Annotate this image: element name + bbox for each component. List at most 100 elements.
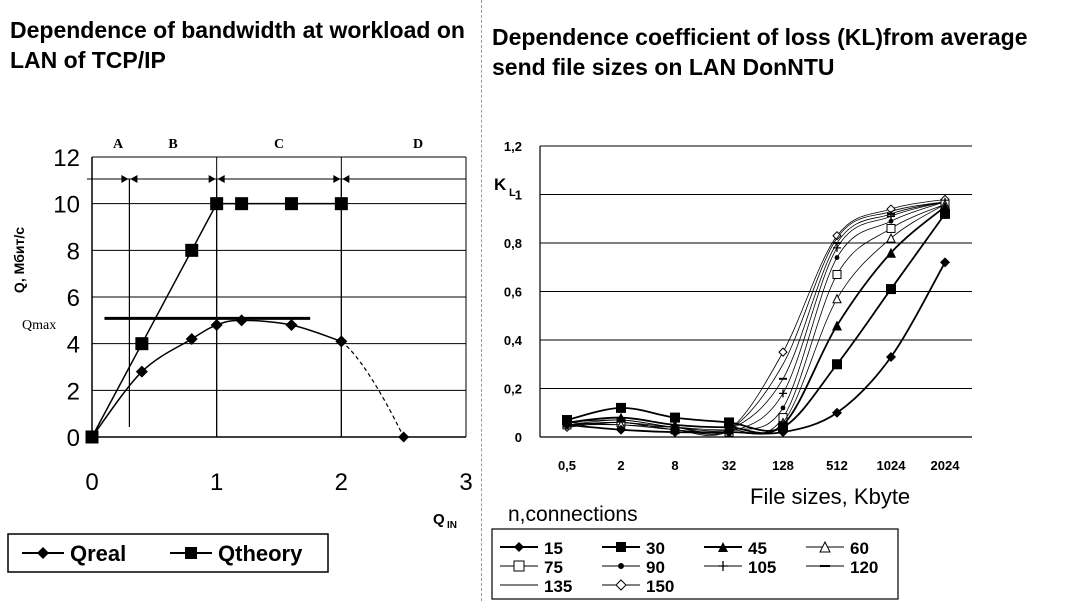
right-y-tick-label: 0,6 (504, 285, 522, 300)
right-data-point-45 (886, 247, 896, 258)
left-zone-arrowhead (130, 175, 138, 183)
right-legend-label: 60 (850, 539, 869, 558)
left-y-tick-label: 4 (67, 332, 80, 359)
left-zone-arrowhead (217, 175, 225, 183)
right-x-tick-label: 512 (826, 458, 848, 473)
left-zone-arrowhead (121, 175, 129, 183)
right-x-tick-label: 8 (671, 458, 678, 473)
right-data-point-150 (778, 347, 788, 357)
left-legend-label: Qreal (70, 541, 126, 566)
right-data-point-45 (832, 320, 842, 331)
panel-divider (481, 0, 482, 601)
left-y-tick-label: 0 (67, 425, 80, 452)
right-legend-box (491, 528, 899, 600)
right-legend-marker (616, 542, 626, 552)
right-legend-label: 90 (646, 558, 665, 577)
right-x-axis-label: File sizes, Kbyte (750, 484, 910, 509)
left-x-tick-label: 1 (210, 469, 223, 496)
left-legend-marker (37, 547, 49, 559)
right-series-line-150 (566, 198, 946, 437)
left-zone-label: C (274, 137, 284, 152)
right-legend-marker (819, 540, 831, 553)
right-data-point-30 (832, 359, 842, 370)
left-zone-label: D (413, 137, 423, 152)
left-zone-arrowhead (208, 175, 216, 183)
right-legend-label: 30 (646, 539, 665, 558)
right-y-tick-label: 0,4 (504, 333, 523, 348)
right-series-line-105 (566, 201, 946, 435)
left-y-tick-label: 6 (67, 285, 80, 312)
right-data-point-30 (724, 417, 734, 428)
right-x-tick-label: 32 (722, 458, 736, 473)
right-series-line-135 (566, 201, 946, 435)
right-legend-title: n,connections (508, 503, 638, 526)
right-y-tick-label: 0,8 (504, 236, 522, 251)
left-data-point-qtheory (334, 197, 348, 211)
right-legend-label: 75 (544, 558, 563, 577)
right-data-point-30 (940, 208, 950, 219)
left-data-point-qtheory (85, 430, 99, 444)
right-data-point-30 (886, 284, 896, 295)
left-data-point-qreal (185, 333, 198, 345)
right-legend-marker (615, 579, 627, 591)
right-data-point-90 (780, 405, 786, 411)
left-zone-arrowhead (333, 175, 341, 183)
left-data-point-qtheory (284, 197, 298, 211)
left-y-tick-label: 2 (67, 378, 80, 405)
right-legend-label: 105 (748, 558, 776, 577)
left-qmax-label: Qmax (22, 318, 56, 333)
right-series-line-120 (566, 201, 946, 434)
left-legend: Qreal Qtheory (7, 533, 329, 573)
right-data-point-15 (616, 424, 626, 435)
right-y-axis-label: K (494, 175, 507, 194)
right-legend-label: 135 (544, 577, 572, 596)
left-y-tick-label: 10 (53, 192, 80, 219)
right-chart-title: Dependence coefficient of loss (KL)from … (492, 24, 1028, 80)
left-chart-title: Dependence of bandwidth at workload on L… (10, 17, 465, 73)
right-x-tick-label: 2024 (931, 458, 961, 473)
left-x-tick-label: 3 (459, 469, 472, 496)
right-data-point-45 (616, 412, 626, 423)
left-data-point-qtheory (135, 337, 149, 351)
left-data-point-qtheory (235, 197, 249, 211)
right-data-point-15 (832, 407, 842, 418)
left-zone-label: A (113, 137, 124, 152)
left-series-extension-qreal (340, 340, 405, 438)
right-series-line-90 (566, 201, 946, 432)
right-data-point-15 (940, 257, 950, 268)
right-data-point-90 (888, 218, 894, 224)
left-x-tick-label: 0 (85, 469, 98, 496)
right-data-point-15 (562, 419, 572, 430)
right-x-tick-label: 1024 (877, 458, 907, 473)
left-x-axis-label-subscript: IN (447, 520, 457, 531)
right-data-point-75 (832, 270, 842, 280)
left-y-axis-label: Q, Мбит/с (11, 227, 27, 293)
right-x-tick-label: 128 (772, 458, 794, 473)
right-legend: n,connections 15 30 45 60 75 90 105 120 135 150 (491, 503, 899, 600)
right-series-line-75 (566, 203, 946, 435)
right-legend-marker (718, 542, 728, 552)
right-data-point-15 (724, 427, 734, 438)
right-data-point-15 (886, 351, 896, 362)
left-x-tick-label: 2 (335, 469, 348, 496)
right-y-tick-label: 1,2 (504, 139, 522, 154)
right-data-point-105 (779, 389, 787, 398)
right-legend-label: 150 (646, 577, 674, 596)
right-legend-marker (718, 561, 728, 571)
left-data-point-qreal (235, 314, 248, 327)
right-legend-label: 120 (850, 558, 878, 577)
right-x-tick-label: 2 (617, 458, 624, 473)
right-data-point-90 (834, 255, 840, 260)
left-zone-label: B (168, 137, 177, 152)
right-data-point-105 (833, 243, 841, 252)
left-data-point-qtheory (185, 243, 199, 257)
right-data-point-75 (886, 223, 896, 233)
right-chart: 0 0,2 0,4 0,6 0,8 1 1,2 0,5 2 8 32 128 512 1024 2024 K L… (491, 139, 972, 600)
right-legend-label: 45 (748, 539, 767, 558)
right-data-point-30 (670, 412, 680, 423)
left-y-tick-label: 12 (53, 145, 80, 172)
left-data-point-qreal (135, 365, 148, 378)
right-data-point-15 (670, 427, 680, 438)
